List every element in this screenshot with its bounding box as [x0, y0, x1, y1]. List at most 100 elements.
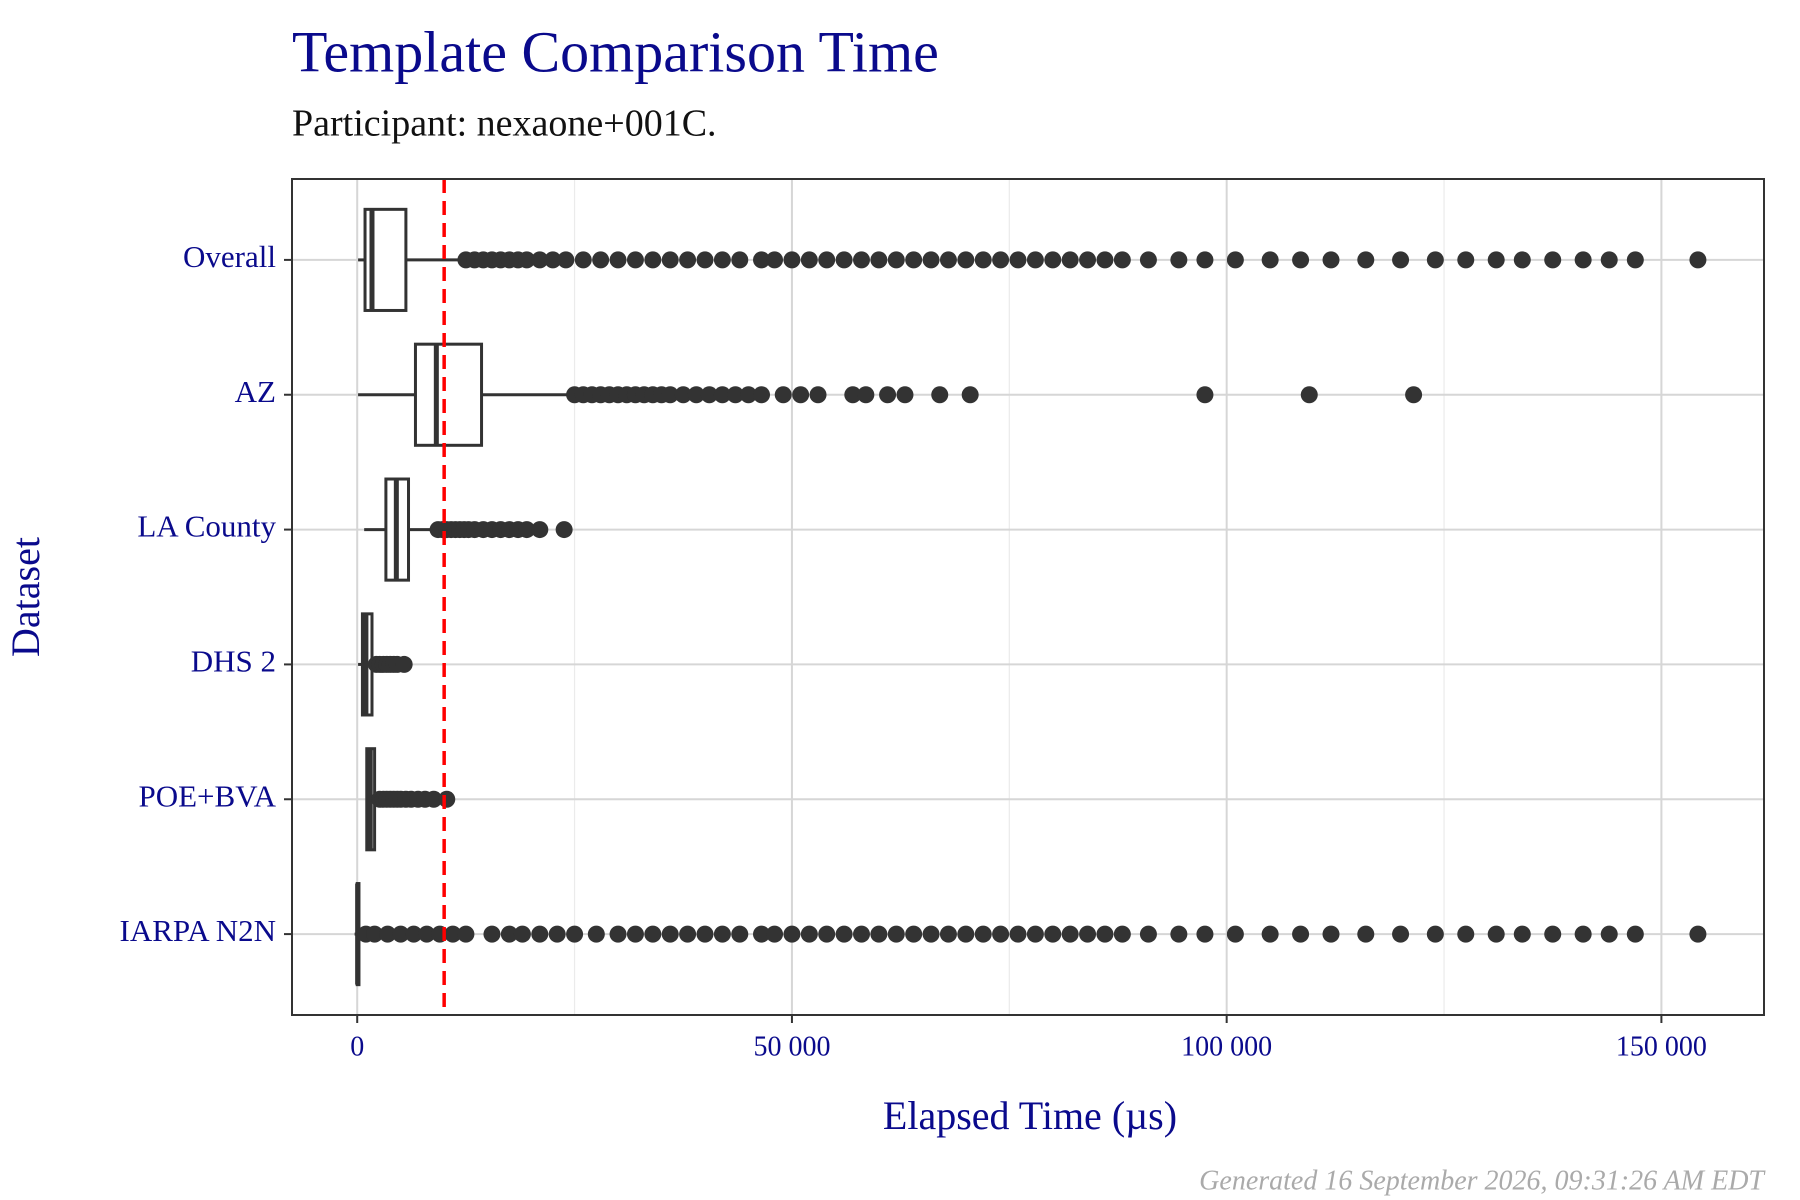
outlier [992, 925, 1010, 943]
outlier [1405, 386, 1423, 404]
outlier [457, 925, 475, 943]
outlier [713, 386, 731, 404]
outlier [1300, 386, 1318, 404]
outlier [1322, 251, 1340, 269]
outlier [961, 386, 979, 404]
outlier [1044, 925, 1062, 943]
outlier [1170, 925, 1188, 943]
outlier [713, 251, 731, 269]
outlier [887, 251, 905, 269]
outlier [792, 386, 810, 404]
outlier [957, 925, 975, 943]
outlier [726, 386, 744, 404]
outlier [626, 925, 644, 943]
outlier [1026, 925, 1044, 943]
outlier [835, 251, 853, 269]
outlier [1096, 251, 1114, 269]
outlier [518, 521, 536, 539]
outlier [1009, 251, 1027, 269]
outlier [783, 925, 801, 943]
outlier [1079, 925, 1097, 943]
outlier [922, 925, 940, 943]
outlier [939, 251, 957, 269]
outlier [818, 925, 836, 943]
chart-subtitle: Participant: nexaone+001C. [292, 103, 717, 145]
outlier [1261, 251, 1279, 269]
outlier [587, 925, 605, 943]
outlier [1574, 925, 1592, 943]
outlier [1600, 925, 1618, 943]
outlier [1357, 925, 1375, 943]
y-tick-label: AZ [235, 374, 276, 409]
outlier [1626, 925, 1644, 943]
outlier [626, 251, 644, 269]
outlier [905, 925, 923, 943]
outlier [1426, 251, 1444, 269]
outlier [857, 386, 875, 404]
outlier [1574, 251, 1592, 269]
outlier [700, 386, 718, 404]
x-tick-label: 0 [350, 1031, 364, 1062]
outlier [835, 925, 853, 943]
outlier [957, 251, 975, 269]
outlier [739, 386, 757, 404]
outlier [574, 251, 592, 269]
outlier [852, 251, 870, 269]
outlier [1061, 925, 1079, 943]
outlier [1113, 251, 1131, 269]
outlier [1292, 251, 1310, 269]
outlier [931, 386, 949, 404]
footer: Generated 16 September 2026, 09:31:26 AM… [1199, 1165, 1766, 1196]
outlier [766, 925, 784, 943]
y-tick-label: DHS 2 [191, 644, 276, 679]
outlier [1170, 251, 1188, 269]
outlier [753, 925, 771, 943]
outlier [974, 925, 992, 943]
outlier [566, 925, 584, 943]
outlier [1357, 251, 1375, 269]
outlier [1096, 925, 1114, 943]
outlier [392, 925, 410, 943]
outlier [1487, 251, 1505, 269]
outlier [531, 925, 549, 943]
chart-title: Template Comparison Time [292, 19, 939, 84]
outlier [418, 925, 436, 943]
outlier [531, 521, 549, 539]
outlier [1426, 925, 1444, 943]
outlier [366, 925, 384, 943]
outlier [753, 251, 771, 269]
outlier [1196, 925, 1214, 943]
outlier [1457, 251, 1475, 269]
outlier [1044, 251, 1062, 269]
outlier [405, 925, 423, 943]
outlier [679, 251, 697, 269]
outlier [905, 251, 923, 269]
outlier [1544, 251, 1562, 269]
outlier [783, 251, 801, 269]
outlier [852, 925, 870, 943]
outlier [483, 925, 501, 943]
outlier [766, 251, 784, 269]
outlier [1513, 251, 1531, 269]
outlier [609, 251, 627, 269]
outlier [1292, 925, 1310, 943]
outlier [1689, 925, 1707, 943]
outlier [679, 925, 697, 943]
outlier [1487, 925, 1505, 943]
outlier [687, 386, 705, 404]
outlier [800, 925, 818, 943]
outlier [661, 386, 679, 404]
outlier [674, 386, 692, 404]
outlier [870, 251, 888, 269]
y-tick-label: LA County [137, 509, 276, 544]
outlier [1626, 251, 1644, 269]
y-tick-label: POE+BVA [138, 778, 276, 813]
outlier [731, 925, 749, 943]
outlier [644, 251, 662, 269]
outlier [513, 925, 531, 943]
outlier [896, 386, 914, 404]
outlier [870, 925, 888, 943]
outlier [661, 925, 679, 943]
outlier [557, 251, 575, 269]
